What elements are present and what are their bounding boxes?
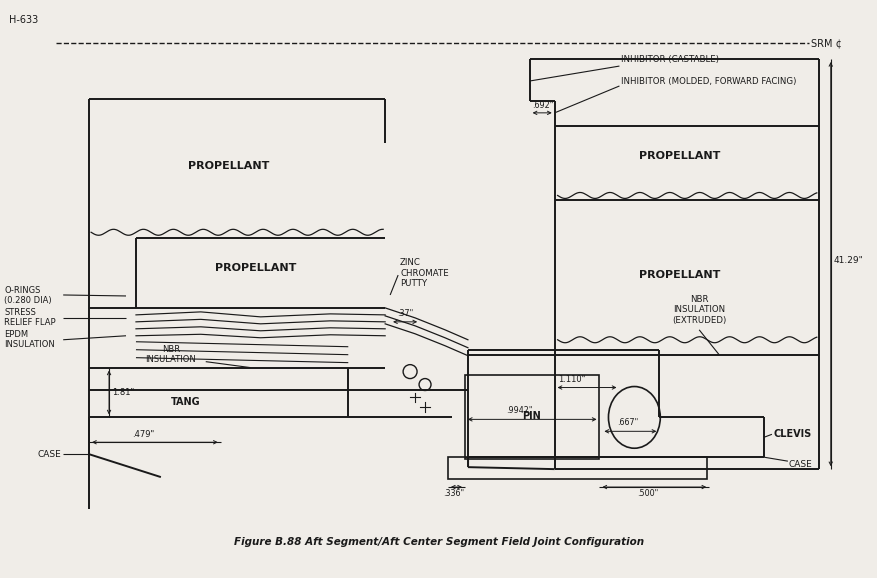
Text: Figure B.88 Aft Segment/Aft Center Segment Field Joint Configuration: Figure B.88 Aft Segment/Aft Center Segme… xyxy=(233,537,644,547)
Text: STRESS
RELIEF FLAP: STRESS RELIEF FLAP xyxy=(4,308,56,327)
Text: SRM ¢: SRM ¢ xyxy=(809,38,841,48)
Text: 1.110": 1.110" xyxy=(557,375,584,384)
Text: 1.81": 1.81" xyxy=(112,388,134,397)
Text: PIN: PIN xyxy=(522,412,540,421)
Text: O-RINGS
(0.280 DIA): O-RINGS (0.280 DIA) xyxy=(4,286,52,305)
Text: CASE: CASE xyxy=(788,460,812,469)
Text: CLEVIS: CLEVIS xyxy=(773,429,811,439)
Text: PROPELLANT: PROPELLANT xyxy=(638,270,719,280)
Text: EPDM
INSULATION: EPDM INSULATION xyxy=(4,330,55,349)
Text: NBR
INSULATION: NBR INSULATION xyxy=(146,345,196,364)
Text: 41.29": 41.29" xyxy=(833,255,862,265)
Ellipse shape xyxy=(608,387,660,448)
Text: .9942": .9942" xyxy=(506,406,532,416)
Text: INHIBITOR (CASTABLE): INHIBITOR (CASTABLE) xyxy=(621,54,718,64)
Text: .500": .500" xyxy=(636,489,657,498)
Text: .692": .692" xyxy=(531,101,553,110)
Text: .336": .336" xyxy=(443,489,464,498)
Text: CASE: CASE xyxy=(38,450,61,459)
Text: .667": .667" xyxy=(616,418,638,427)
Text: ZINC
CHROMATE
PUTTY: ZINC CHROMATE PUTTY xyxy=(400,258,448,288)
Text: .479": .479" xyxy=(132,430,153,439)
Bar xyxy=(447,457,706,479)
Text: H-633: H-633 xyxy=(10,16,39,25)
Bar xyxy=(465,375,599,459)
Text: TANG: TANG xyxy=(171,398,200,407)
Text: PROPELLANT: PROPELLANT xyxy=(188,161,269,171)
Text: PROPELLANT: PROPELLANT xyxy=(638,151,719,161)
Text: PROPELLANT: PROPELLANT xyxy=(215,263,296,273)
Text: NBR
INSULATION
(EXTRUDED): NBR INSULATION (EXTRUDED) xyxy=(671,295,725,325)
Text: INHIBITOR (MOLDED, FORWARD FACING): INHIBITOR (MOLDED, FORWARD FACING) xyxy=(621,76,796,86)
Text: .37": .37" xyxy=(396,309,413,318)
